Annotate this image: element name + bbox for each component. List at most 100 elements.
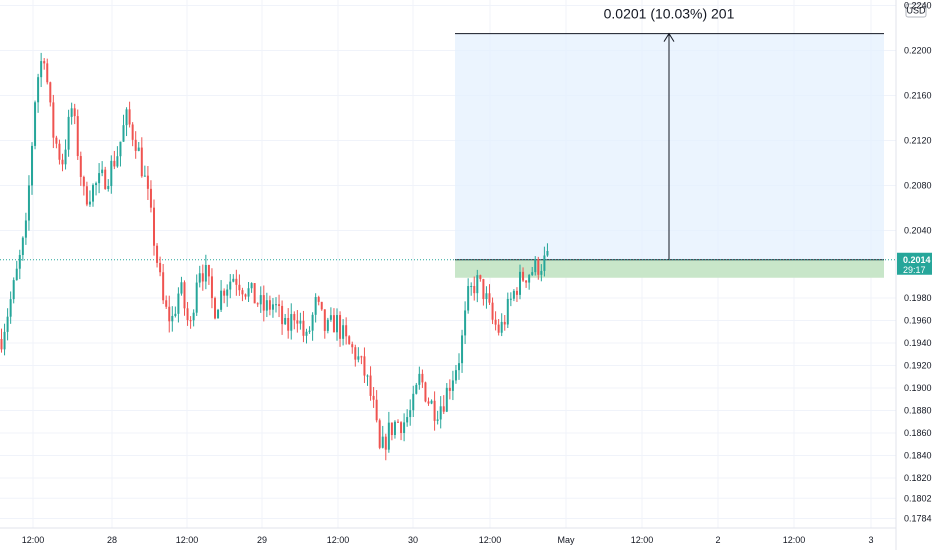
candle-body xyxy=(259,295,262,305)
candle xyxy=(299,312,302,330)
candle-body xyxy=(6,316,9,332)
candle-body xyxy=(336,315,338,333)
candle-body xyxy=(506,298,509,325)
candle-body xyxy=(275,304,277,306)
candle-body xyxy=(424,382,427,402)
candle-body xyxy=(290,314,293,331)
candle xyxy=(226,284,229,307)
candle xyxy=(500,313,503,337)
candle-body xyxy=(153,207,155,246)
candle-body xyxy=(214,298,216,319)
candle-body xyxy=(384,436,387,450)
candle-body xyxy=(61,159,64,165)
candle xyxy=(412,385,415,418)
candle xyxy=(58,139,61,165)
last-price-value: 0.2014 xyxy=(903,255,931,265)
candle-body xyxy=(403,422,406,434)
y-tick-label: 0.1940 xyxy=(904,338,932,348)
candle xyxy=(336,308,338,341)
candle xyxy=(204,254,207,290)
y-tick-label: 0.2080 xyxy=(904,181,932,191)
time-axis[interactable]: 12:00 28 12:00 29 12:00 30 12:00 May 12:00 2 12:00… xyxy=(0,527,896,545)
candle xyxy=(18,249,21,280)
candle-body xyxy=(326,319,329,331)
candle-body xyxy=(488,293,491,303)
candle-body xyxy=(15,268,18,281)
candle xyxy=(122,114,125,142)
price-axis[interactable]: USD 0.2240 0.2200 0.2160 0.2120 0.2080 0.2040… xyxy=(895,0,932,550)
candle xyxy=(525,280,528,288)
candle-body xyxy=(21,237,24,256)
candle-body xyxy=(323,309,326,331)
candle xyxy=(543,246,546,277)
candle-body xyxy=(241,290,244,295)
candle xyxy=(339,311,342,347)
candle xyxy=(488,284,491,305)
candle xyxy=(476,269,479,303)
candle-body xyxy=(268,300,271,310)
y-tick-label: 0.1802 xyxy=(904,493,932,503)
candle-body xyxy=(381,436,384,448)
currency-box[interactable] xyxy=(905,3,927,18)
candle xyxy=(442,395,445,415)
candle-body xyxy=(168,306,171,322)
candle xyxy=(95,181,98,196)
candle-body xyxy=(442,406,445,412)
candle xyxy=(332,308,335,333)
candle-body xyxy=(217,309,220,319)
candle xyxy=(92,183,94,207)
candle-body xyxy=(113,160,116,167)
candle-body xyxy=(351,344,354,348)
last-price-tag xyxy=(897,252,932,275)
candle-body xyxy=(223,290,226,296)
candle-body xyxy=(226,289,229,296)
measure-arrowhead xyxy=(663,32,675,42)
candle xyxy=(134,131,137,159)
candle xyxy=(519,264,521,300)
candle-body xyxy=(415,384,418,394)
candle xyxy=(375,390,378,423)
candle xyxy=(128,101,131,128)
y-tick-label: 0.2040 xyxy=(904,226,932,236)
candle xyxy=(384,433,387,461)
candle-body xyxy=(372,395,375,400)
candle-body xyxy=(165,300,168,307)
candle-body xyxy=(357,356,360,360)
candle xyxy=(70,102,73,125)
candle xyxy=(317,295,320,306)
candle-body xyxy=(253,283,256,304)
candle-body xyxy=(445,387,448,412)
candle-body xyxy=(79,156,82,177)
candle-body xyxy=(363,356,366,376)
candle xyxy=(34,100,37,150)
candle-body xyxy=(46,63,49,83)
candle-body xyxy=(332,315,335,333)
candle xyxy=(366,374,369,386)
x-tick-label: 12:00 xyxy=(783,535,806,545)
candle xyxy=(509,292,512,307)
x-tick-label: 3 xyxy=(868,535,873,545)
candle xyxy=(418,366,421,390)
candle xyxy=(98,163,101,194)
candle-body xyxy=(116,156,119,167)
candle xyxy=(400,421,403,441)
candle-body xyxy=(0,338,3,350)
candle xyxy=(482,278,485,306)
candle-body xyxy=(107,186,110,189)
candle-body xyxy=(299,320,302,324)
candle-body xyxy=(85,186,88,205)
candle-body xyxy=(482,279,485,300)
candle-body xyxy=(244,294,247,297)
candle-body xyxy=(293,314,296,321)
y-tick-label: 0.1860 xyxy=(904,428,932,438)
candle xyxy=(430,399,433,405)
candle xyxy=(88,190,91,207)
candle xyxy=(220,280,223,312)
candle-body xyxy=(183,282,186,309)
candle xyxy=(140,137,143,178)
candle xyxy=(195,274,198,316)
candle-body xyxy=(314,297,317,315)
candle-body xyxy=(390,422,393,435)
